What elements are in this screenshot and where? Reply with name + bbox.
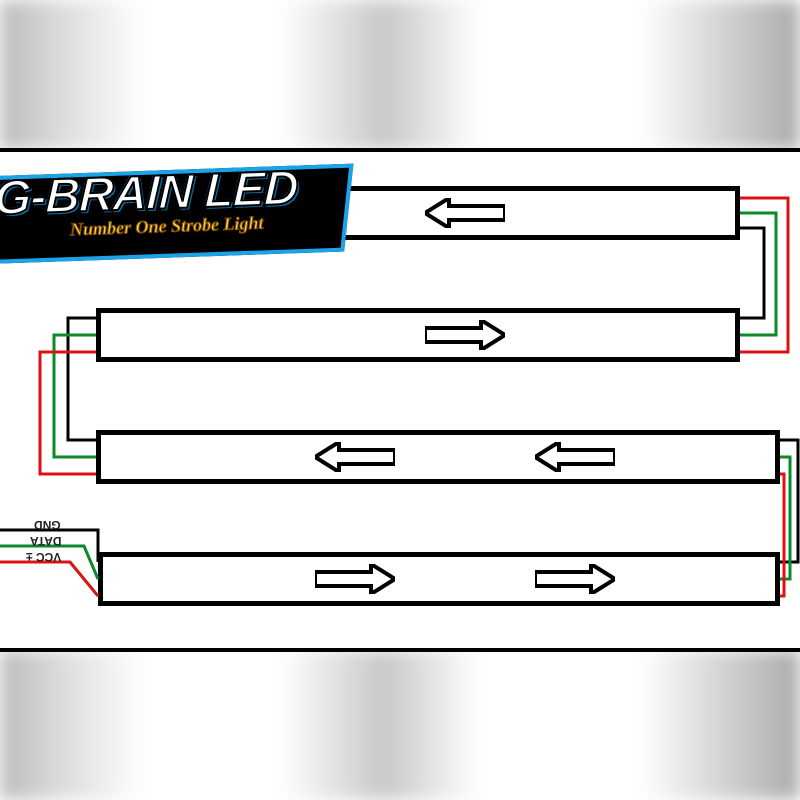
background-blur-bottom <box>0 650 800 800</box>
wire-link-right-2 <box>780 440 798 596</box>
pin-label-data: DATA <box>30 534 62 548</box>
wire-link-left-1 <box>40 318 96 474</box>
pin-label-vcc: VCC ± <box>26 550 61 564</box>
background-blur-top <box>0 0 800 150</box>
wire-link-right-1 <box>740 198 788 352</box>
pin-label-gnd: GND <box>34 518 61 532</box>
